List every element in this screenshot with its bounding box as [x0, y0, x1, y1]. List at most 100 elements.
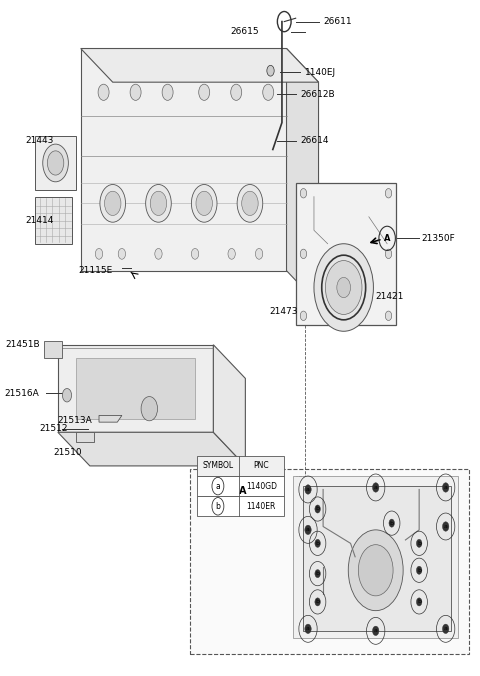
Text: 26612B: 26612B — [300, 90, 335, 99]
Circle shape — [48, 151, 64, 175]
Text: a: a — [216, 481, 220, 491]
Text: 21421: 21421 — [376, 292, 404, 301]
Circle shape — [96, 249, 103, 259]
Text: a: a — [444, 485, 448, 490]
Polygon shape — [99, 416, 122, 422]
Circle shape — [228, 249, 235, 259]
Text: 21115E: 21115E — [78, 266, 113, 275]
Circle shape — [314, 244, 373, 331]
Polygon shape — [296, 183, 396, 324]
Text: 1140EJ: 1140EJ — [305, 68, 336, 76]
Polygon shape — [213, 345, 245, 466]
Text: A: A — [384, 234, 390, 243]
Circle shape — [372, 626, 379, 635]
Text: PNC: PNC — [253, 462, 269, 470]
Circle shape — [231, 84, 242, 100]
Circle shape — [315, 539, 320, 548]
Text: b: b — [316, 541, 320, 546]
Polygon shape — [76, 358, 195, 419]
Text: 21443: 21443 — [26, 137, 54, 145]
Circle shape — [192, 185, 217, 222]
Circle shape — [325, 260, 362, 314]
Bar — [197, 476, 284, 496]
Circle shape — [372, 483, 379, 492]
Text: a: a — [444, 524, 448, 529]
Text: b: b — [316, 571, 320, 576]
Bar — [197, 456, 284, 476]
Circle shape — [385, 249, 392, 258]
Polygon shape — [287, 49, 319, 304]
Circle shape — [105, 191, 121, 216]
Circle shape — [242, 191, 258, 216]
Polygon shape — [302, 486, 451, 631]
Text: 21510: 21510 — [53, 448, 82, 457]
Circle shape — [300, 189, 307, 198]
Text: b: b — [216, 502, 220, 511]
Text: 21512: 21512 — [39, 425, 68, 433]
Circle shape — [62, 389, 72, 402]
Circle shape — [98, 84, 109, 100]
Polygon shape — [44, 341, 62, 358]
Text: a: a — [374, 485, 378, 490]
Text: a: a — [306, 527, 310, 533]
Text: 26615: 26615 — [230, 27, 259, 37]
Circle shape — [348, 530, 403, 610]
Text: a: a — [374, 629, 378, 633]
Circle shape — [315, 505, 320, 513]
Circle shape — [443, 522, 449, 531]
Text: b: b — [417, 568, 421, 573]
Circle shape — [417, 598, 422, 606]
Text: VIEW: VIEW — [213, 486, 246, 496]
Circle shape — [237, 185, 263, 222]
Circle shape — [118, 249, 126, 259]
Text: b: b — [417, 600, 421, 604]
Polygon shape — [81, 49, 287, 270]
Circle shape — [145, 185, 171, 222]
Circle shape — [389, 519, 395, 527]
Circle shape — [43, 144, 68, 182]
Circle shape — [255, 249, 263, 259]
Bar — [197, 496, 284, 516]
Circle shape — [315, 570, 320, 578]
Circle shape — [315, 598, 320, 606]
Text: 21451B: 21451B — [5, 340, 39, 349]
Text: A: A — [240, 486, 247, 496]
Circle shape — [385, 311, 392, 320]
Text: 21414: 21414 — [26, 216, 54, 224]
Circle shape — [443, 483, 449, 492]
Polygon shape — [35, 197, 72, 244]
Circle shape — [155, 249, 162, 259]
Polygon shape — [58, 345, 213, 432]
Circle shape — [300, 249, 307, 258]
Text: b: b — [316, 506, 320, 512]
Circle shape — [192, 249, 199, 259]
Text: 26611: 26611 — [323, 17, 352, 26]
Circle shape — [100, 185, 126, 222]
Text: b: b — [417, 541, 421, 546]
Circle shape — [150, 191, 167, 216]
Text: 21513A: 21513A — [58, 416, 92, 425]
Circle shape — [305, 485, 311, 494]
Circle shape — [141, 397, 157, 420]
Polygon shape — [58, 432, 245, 466]
Circle shape — [199, 84, 210, 100]
Circle shape — [443, 624, 449, 633]
Circle shape — [359, 545, 393, 596]
Text: 1140GD: 1140GD — [246, 481, 277, 491]
Text: b: b — [390, 521, 394, 526]
Text: a: a — [306, 627, 310, 631]
Circle shape — [305, 525, 311, 535]
Circle shape — [263, 84, 274, 100]
Polygon shape — [76, 432, 95, 442]
Circle shape — [300, 311, 307, 320]
Circle shape — [130, 84, 141, 100]
Circle shape — [162, 84, 173, 100]
Text: a: a — [444, 627, 448, 631]
Text: 1140ER: 1140ER — [247, 502, 276, 511]
Polygon shape — [293, 476, 458, 637]
Text: b: b — [316, 600, 320, 604]
Circle shape — [385, 189, 392, 198]
Text: 26614: 26614 — [300, 137, 329, 145]
Circle shape — [417, 539, 422, 548]
Circle shape — [305, 624, 311, 633]
